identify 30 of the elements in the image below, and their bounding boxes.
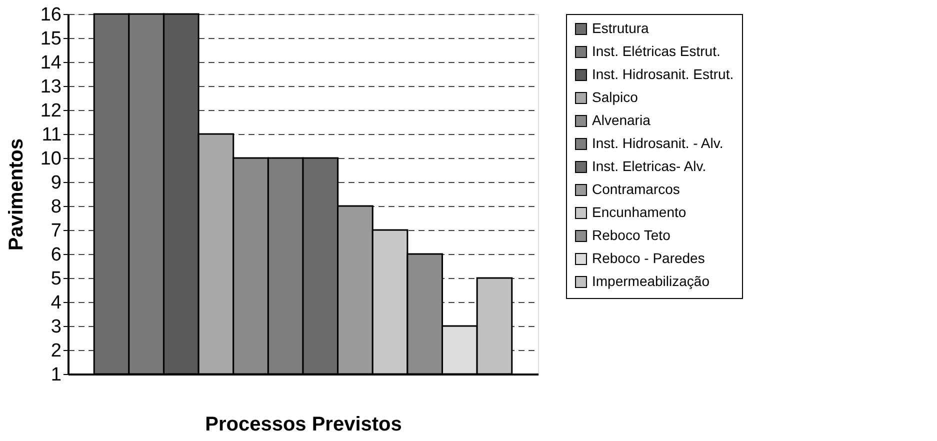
legend-label: Alvenaria — [592, 112, 651, 128]
y-tick-label: 1 — [50, 364, 62, 386]
legend-label: Inst. Eletricas- Alv. — [592, 158, 706, 174]
legend-label: Inst. Elétricas Estrut. — [592, 43, 720, 59]
y-tick-label: 16 — [40, 4, 62, 26]
legend-label: Estrutura — [592, 20, 650, 36]
y-tick-label: 6 — [50, 244, 62, 266]
y-axis-title: Pavimentos — [5, 138, 28, 251]
legend-label: Inst. Hidrosanit. - Alv. — [592, 135, 724, 151]
y-tick-label: 9 — [50, 172, 62, 194]
y-tick-label: 14 — [40, 52, 62, 74]
y-tick-label: 3 — [50, 316, 62, 338]
legend-label: Inst. Hidrosanit. Estrut. — [592, 66, 734, 82]
legend-label: Impermeabilização — [592, 273, 710, 289]
y-tick-label: 7 — [50, 220, 62, 242]
legend-label: Reboco - Paredes — [592, 250, 705, 266]
x-axis-title: Processos Previstos — [205, 414, 402, 436]
y-tick-label: 13 — [40, 76, 62, 98]
y-tick-label: 2 — [50, 340, 62, 362]
y-tick-label: 12 — [40, 100, 62, 122]
legend-label: Encunhamento — [592, 204, 686, 220]
legend-label: Salpico — [592, 89, 638, 105]
y-tick-label: 5 — [50, 268, 62, 290]
y-tick-label: 11 — [42, 124, 62, 146]
legend-label: Contramarcos — [592, 181, 680, 197]
y-tick-label: 4 — [50, 292, 62, 314]
legend-label: Reboco Teto — [592, 227, 671, 243]
y-tick-label: 10 — [40, 148, 62, 170]
y-tick-label: 8 — [50, 196, 62, 218]
y-tick-label: 15 — [40, 28, 62, 50]
